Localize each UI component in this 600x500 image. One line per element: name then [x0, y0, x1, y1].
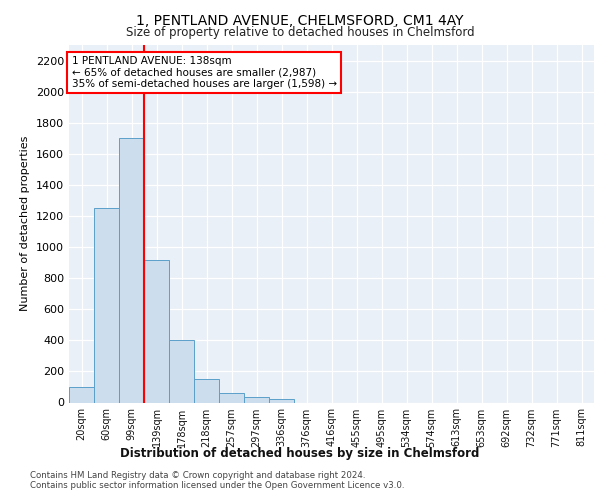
- Bar: [119, 138, 144, 402]
- Bar: [94, 208, 119, 402]
- Bar: [219, 393, 244, 402]
- Bar: [244, 397, 269, 402]
- Text: 1, PENTLAND AVENUE, CHELMSFORD, CM1 4AY: 1, PENTLAND AVENUE, CHELMSFORD, CM1 4AY: [136, 14, 464, 28]
- Bar: [194, 379, 219, 402]
- Text: Distribution of detached houses by size in Chelmsford: Distribution of detached houses by size …: [121, 448, 479, 460]
- Bar: [144, 260, 169, 402]
- Text: Contains HM Land Registry data © Crown copyright and database right 2024.: Contains HM Land Registry data © Crown c…: [30, 471, 365, 480]
- Y-axis label: Number of detached properties: Number of detached properties: [20, 136, 31, 312]
- Bar: [169, 340, 194, 402]
- Text: Size of property relative to detached houses in Chelmsford: Size of property relative to detached ho…: [125, 26, 475, 39]
- Bar: [269, 400, 294, 402]
- Text: Contains public sector information licensed under the Open Government Licence v3: Contains public sector information licen…: [30, 481, 404, 490]
- Bar: [69, 387, 94, 402]
- Text: 1 PENTLAND AVENUE: 138sqm
← 65% of detached houses are smaller (2,987)
35% of se: 1 PENTLAND AVENUE: 138sqm ← 65% of detac…: [71, 56, 337, 89]
